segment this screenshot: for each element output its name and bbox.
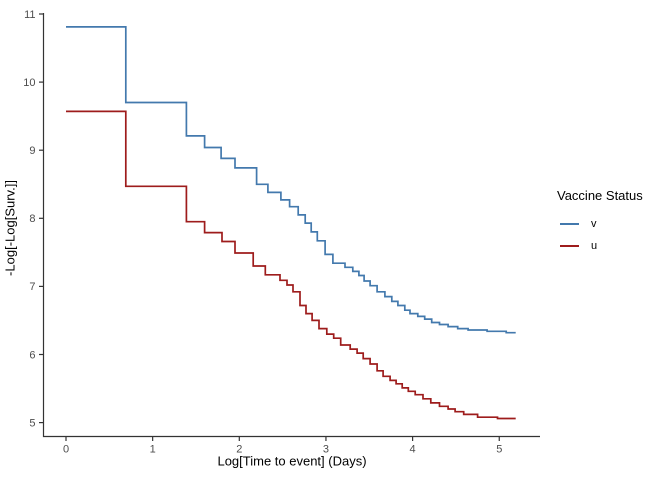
x-tick-label-2: 2 bbox=[236, 444, 242, 456]
legend-label-u: u bbox=[591, 240, 598, 252]
x-tick-label-5: 5 bbox=[496, 444, 502, 456]
y-tick-label-11: 11 bbox=[24, 9, 35, 21]
series-line-u bbox=[66, 110, 516, 420]
x-tick-label-3: 3 bbox=[323, 444, 329, 456]
axis-lines bbox=[42, 13, 540, 438]
y-tick-label-5: 5 bbox=[29, 417, 35, 429]
legend-item-u: u bbox=[557, 235, 643, 257]
legend-label-v: v bbox=[591, 218, 597, 230]
series-line-v bbox=[66, 26, 516, 334]
x-tick-label-0: 0 bbox=[63, 444, 69, 456]
y-tick-label-10: 10 bbox=[23, 77, 35, 89]
y-tick-label-8: 8 bbox=[29, 213, 35, 225]
x-axis-title: Log[Time to event] (Days) bbox=[217, 453, 367, 469]
y-tick-label-9: 9 bbox=[29, 145, 35, 157]
y-tick-label-7: 7 bbox=[29, 281, 35, 293]
legend: Vaccine Status v u bbox=[557, 188, 643, 257]
legend-title: Vaccine Status bbox=[557, 188, 643, 203]
legend-key-line-u bbox=[560, 245, 579, 247]
x-tick-label-1: 1 bbox=[150, 444, 156, 456]
y-tick-label-6: 6 bbox=[29, 349, 35, 361]
legend-item-v: v bbox=[557, 213, 643, 235]
x-tick-label-4: 4 bbox=[410, 444, 416, 456]
y-axis-title: -Log[-Log[Surv.]] bbox=[2, 180, 18, 276]
legend-key-line-v bbox=[560, 223, 579, 225]
